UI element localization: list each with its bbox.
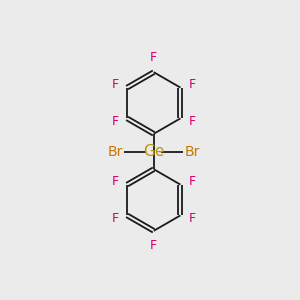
Text: Ge: Ge — [143, 144, 164, 159]
Text: F: F — [112, 115, 118, 128]
Text: F: F — [112, 212, 118, 225]
Text: F: F — [150, 51, 157, 64]
Text: F: F — [150, 239, 157, 252]
Text: Br: Br — [108, 145, 123, 158]
Text: F: F — [189, 78, 196, 91]
Text: F: F — [189, 212, 196, 225]
Text: Br: Br — [184, 145, 200, 158]
Text: F: F — [189, 115, 196, 128]
Text: F: F — [189, 175, 196, 188]
Text: F: F — [112, 175, 118, 188]
Text: F: F — [112, 78, 118, 91]
